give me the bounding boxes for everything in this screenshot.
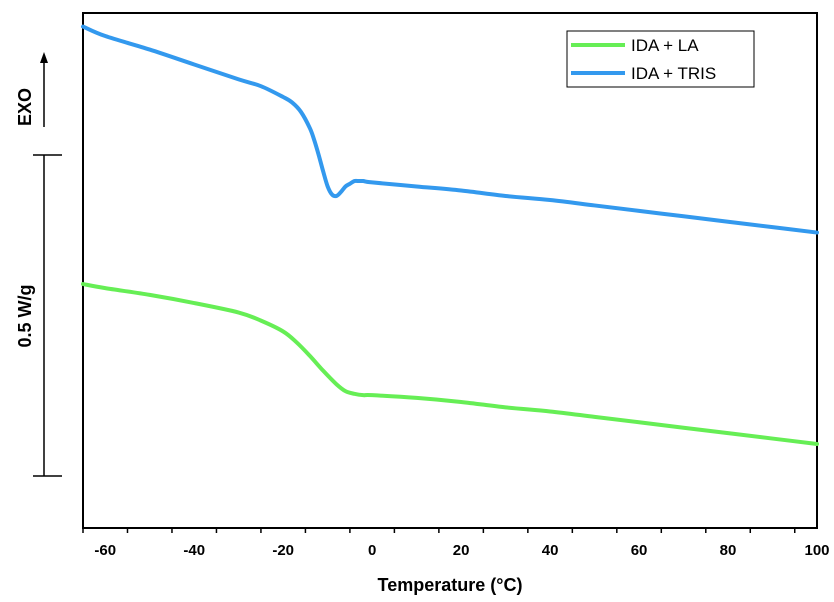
x-tick-label: 20 xyxy=(453,542,470,559)
x-tick-label: 60 xyxy=(631,542,648,559)
x-axis-ticks: -60 -40 -20 0 20 40 60 80 100 xyxy=(82,528,830,559)
x-tick-label: 0 xyxy=(368,542,376,559)
series-line-ida-tris xyxy=(81,24,819,235)
series-line-ida-la xyxy=(81,282,819,446)
x-tick-label: -40 xyxy=(183,542,205,559)
x-tick-label: -20 xyxy=(272,542,294,559)
scale-bar-label: 0.5 W/g xyxy=(15,284,35,347)
legend: IDA + LA IDA + TRIS xyxy=(566,30,755,88)
exo-arrow-head xyxy=(40,52,48,63)
exo-label: EXO xyxy=(15,88,35,126)
legend-label-ida-tris: IDA + TRIS xyxy=(631,64,716,83)
legend-label-ida-la: IDA + LA xyxy=(631,36,699,55)
x-tick-label: 100 xyxy=(804,542,829,559)
legend-box xyxy=(566,30,755,88)
x-axis-title: Temperature (°C) xyxy=(378,575,523,595)
x-tick-label: 80 xyxy=(720,542,737,559)
plot-frame xyxy=(82,12,818,529)
x-tick-label: -60 xyxy=(94,542,116,559)
x-tick-label: 40 xyxy=(542,542,559,559)
series-layer xyxy=(81,24,819,446)
